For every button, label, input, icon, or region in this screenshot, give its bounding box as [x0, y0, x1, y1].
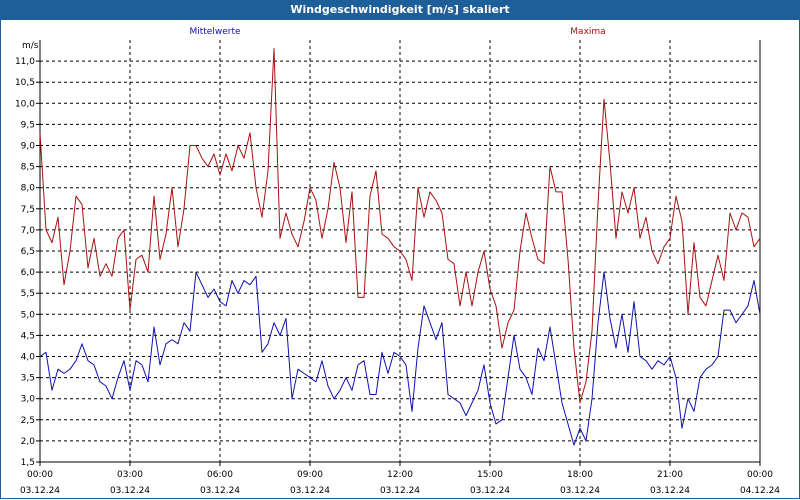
- x-tick-date: 03.12.24: [200, 486, 240, 496]
- x-tick-time: 21:00: [657, 470, 683, 480]
- y-tick-label: 10,0: [15, 99, 35, 109]
- y-tick-label: 10,5: [15, 78, 35, 88]
- x-tick-date: 03.12.24: [380, 486, 420, 496]
- data-series: [39, 47, 761, 446]
- y-axis-ticks: 1,5 2,0 2,5 3,0 3,5 4,0 4,5 5,0 5,5 6,0 6,5 7,0 7,5 8…: [15, 57, 40, 468]
- x-tick-date: 03.12.24: [110, 486, 150, 496]
- series-line-maxima: [39, 47, 761, 404]
- x-tick-date: 03.12.24: [650, 486, 690, 496]
- y-tick-label: 2,5: [21, 416, 35, 426]
- legend-entry-mittelwerte: Mittelwerte: [189, 27, 240, 37]
- y-tick-label: 3,5: [21, 374, 35, 384]
- x-axis-ticks: 00:00 03.12.24 03:00 03.12.24 06:00 03.12.24 0…: [20, 462, 780, 496]
- y-tick-label: 3,0: [21, 395, 36, 405]
- y-tick-label: 9,0: [21, 142, 36, 152]
- x-tick-date: 04.12.24: [740, 486, 780, 496]
- y-tick-label: 5,0: [21, 310, 36, 320]
- x-tick-date: 03.12.24: [470, 486, 510, 496]
- y-tick-label: 6,5: [21, 247, 35, 257]
- x-tick-date: 03.12.24: [560, 486, 600, 496]
- y-tick-label: 9,5: [21, 120, 35, 130]
- y-tick-label: 11,0: [15, 57, 35, 67]
- x-tick-time: 15:00: [477, 470, 503, 480]
- x-tick-time: 12:00: [387, 470, 413, 480]
- legend-entry-maxima: Maxima: [570, 27, 605, 37]
- y-tick-label: 7,5: [21, 205, 35, 215]
- chart-title: Windgeschwindigkeit [m/s] skaliert: [0, 0, 800, 20]
- y-tick-label: 1,5: [21, 458, 35, 468]
- x-tick-time: 06:00: [207, 470, 233, 480]
- y-tick-label: 8,5: [21, 163, 35, 173]
- y-tick-label: 4,0: [21, 353, 36, 363]
- x-tick-date: 03.12.24: [20, 486, 60, 496]
- y-tick-label: 8,0: [21, 184, 36, 194]
- x-tick-date: 03.12.24: [290, 486, 330, 496]
- x-tick-time: 00:00: [747, 470, 773, 480]
- x-tick-time: 00:00: [27, 470, 53, 480]
- x-tick-time: 18:00: [567, 470, 593, 480]
- y-axis-label: m/s: [22, 41, 39, 51]
- legend: Mittelwerte Maxima: [189, 27, 605, 37]
- x-tick-time: 03:00: [117, 470, 143, 480]
- y-tick-label: 2,0: [21, 437, 36, 447]
- y-tick-label: 4,5: [21, 331, 35, 341]
- x-tick-time: 09:00: [297, 470, 323, 480]
- y-tick-label: 7,0: [21, 226, 36, 236]
- y-tick-label: 5,5: [21, 289, 35, 299]
- series-line-mittelwerte: [39, 271, 761, 446]
- y-tick-label: 6,0: [21, 268, 36, 278]
